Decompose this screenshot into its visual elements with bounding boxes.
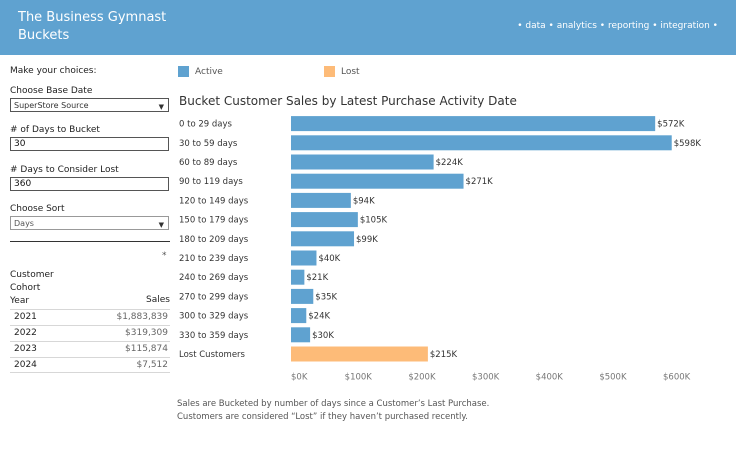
bucket-sales-bar-chart: 0 to 29 days $572K 30 to 59 days $598K 60 to… [179,116,702,383]
base-date-value: SuperStore Source [14,101,89,110]
legend-label-lost: Lost [341,66,360,77]
sort-label: Choose Sort [10,204,65,214]
x-tick-label: $600K [663,373,691,383]
cohort-year: 2023 [14,344,37,354]
header-banner: The Business Gymnast Buckets • data • an… [0,0,736,55]
asterisk-note: * [162,251,167,261]
bar-value-label: $30K [312,331,334,341]
app-tagline: • data • analytics • reporting • integra… [517,21,718,31]
choices-panel: Make your choices: Choose Base Date Supe… [10,66,170,373]
cohort-sales: $1,883,839 [116,312,168,322]
base-date-label: Choose Base Date [10,86,93,96]
bar-value-label: $598K [674,139,702,149]
cohort-header-line: Year [10,296,30,306]
app-title-line-1: The Business Gymnast [18,10,167,25]
legend-label-active: Active [195,66,223,77]
legend-item-active[interactable]: Active [178,66,223,77]
bar-value-label: $215K [430,350,458,360]
chevron-down-icon: ▼ [158,221,164,229]
category-label: 240 to 269 days [179,273,249,283]
bar-value-label: $94K [353,196,375,206]
table-row: 2022 $319,309 [10,325,170,341]
bar-value-label: $24K [308,312,330,322]
chevron-down-icon: ▼ [158,103,164,111]
category-label: 180 to 209 days [179,235,249,245]
days-to-bucket-label: # of Days to Bucket [10,125,100,135]
legend-swatch-lost [324,66,335,77]
cohort-header: Customer Cohort Year [10,269,170,308]
bar-value-label: $35K [315,292,337,302]
bar[interactable] [291,154,434,170]
bar[interactable] [291,116,656,132]
bar-value-label: $271K [466,177,494,187]
bar[interactable] [291,288,314,304]
bar-value-label: $40K [318,254,340,264]
table-row: 2021 $1,883,839 [10,309,170,325]
category-label: 270 to 299 days [179,292,249,302]
sales-column-header: Sales [146,295,170,305]
days-to-bucket-value: 30 [14,139,26,149]
bar[interactable] [291,135,672,151]
cohort-year: 2021 [14,312,37,322]
bar[interactable] [291,192,351,208]
bar[interactable] [291,269,305,285]
bar[interactable] [291,250,317,266]
category-label: Lost Customers [179,350,246,360]
bar-value-label: $99K [356,235,378,245]
days-lost-input[interactable]: 360 [10,177,169,191]
bar[interactable] [291,327,311,343]
category-label: 60 to 89 days [179,158,238,168]
category-label: 210 to 239 days [179,254,249,264]
app-title-line-2: Buckets [18,28,70,43]
divider [10,241,170,242]
bar[interactable] [291,231,355,247]
category-label: 30 to 59 days [179,139,238,149]
bar[interactable] [291,346,428,362]
table-row: 2023 $115,874 [10,341,170,357]
bar[interactable] [291,308,307,324]
cohort-header-line: Cohort [10,283,41,293]
cohort-year: 2024 [14,360,37,370]
bar-value-label: $224K [436,158,464,168]
category-label: 330 to 359 days [179,331,249,341]
category-label: 120 to 149 days [179,196,249,206]
category-label: 300 to 329 days [179,312,249,322]
bar[interactable] [291,212,358,228]
legend-swatch-active [178,66,189,77]
category-label: 90 to 119 days [179,177,243,187]
days-lost-label: # Days to Consider Lost [10,165,119,175]
cohort-sales: $7,512 [136,360,169,370]
bar-value-label: $21K [306,273,328,283]
cohort-sales: $115,874 [125,344,168,354]
days-to-bucket-input[interactable]: 30 [10,137,169,151]
days-lost-value: 360 [14,179,32,189]
x-tick-label: $400K [536,373,564,383]
chart-title: Bucket Customer Sales by Latest Purchase… [179,94,517,108]
x-tick-label: $100K [345,373,373,383]
x-tick-label: $500K [599,373,627,383]
x-tick-label: $0K [291,373,308,383]
category-label: 150 to 179 days [179,216,249,226]
footnote-line-2: Customers are considered “Lost” if they … [177,412,468,422]
footnote-line-1: Sales are Bucketed by number of days sin… [177,399,490,409]
bar-value-label: $105K [360,216,388,226]
choices-title: Make your choices: [10,66,97,76]
sort-value: Days [14,219,34,228]
legend-item-lost[interactable]: Lost [324,66,360,77]
category-label: 0 to 29 days [179,120,232,130]
base-date-dropdown[interactable]: SuperStore Source ▼ [10,98,169,112]
cohort-header-line: Customer [10,270,54,280]
x-tick-label: $300K [472,373,500,383]
bar[interactable] [291,173,464,189]
x-tick-label: $200K [408,373,436,383]
app-title: The Business Gymnast Buckets [18,9,166,45]
bar-value-label: $572K [657,120,685,130]
sort-dropdown[interactable]: Days ▼ [10,216,169,230]
table-row: 2024 $7,512 [10,357,170,373]
cohort-sales: $319,309 [125,328,168,338]
cohort-year: 2022 [14,328,37,338]
footnote: Sales are Bucketed by number of days sin… [177,398,489,424]
cohort-table: Customer Cohort Year Sales 2021 $1,883,8… [10,269,170,373]
